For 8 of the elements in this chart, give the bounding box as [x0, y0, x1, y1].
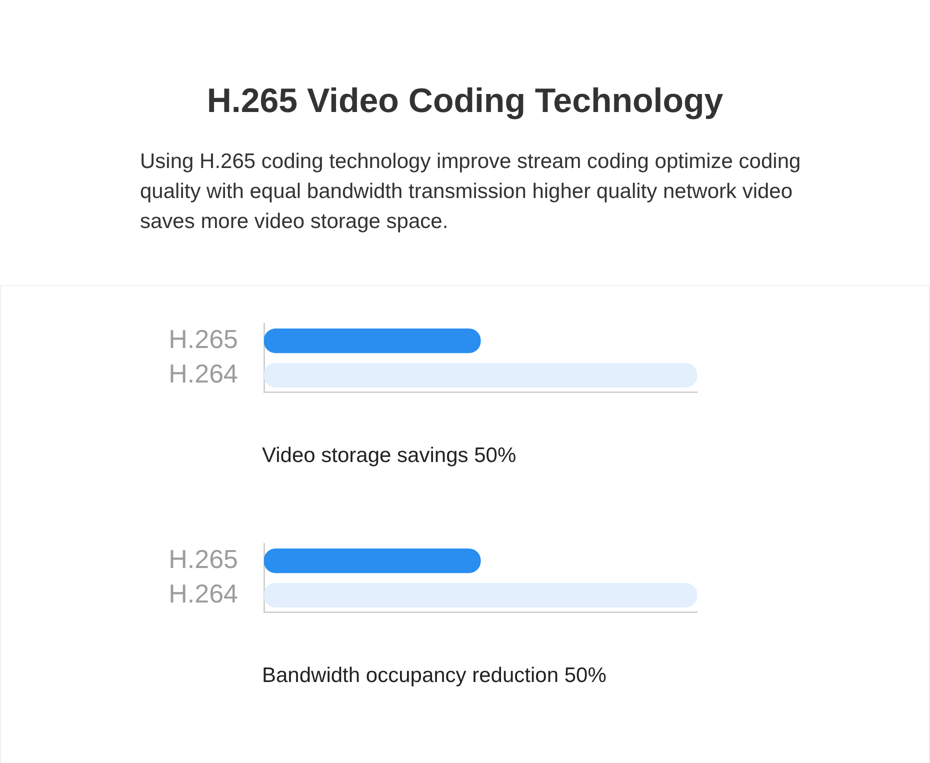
- y-tick-label: H.265: [168, 544, 238, 574]
- chart-subtitle: Using H.265 coding technology improve stream coding optimize coding quality with equal bandwidth transmission higher quality network video saves more video storage space.: [140, 149, 802, 235]
- y-tick-label: H.265: [168, 324, 238, 354]
- x-axis-title: Video storage savings 50%: [262, 444, 518, 468]
- y-tick-label: H.264: [168, 578, 238, 608]
- y-tick-label: H.264: [168, 358, 238, 388]
- chart-title: H.265 Video Coding Technology: [206, 82, 724, 121]
- x-axis-title: Bandwidth occupancy reduction 50%: [262, 664, 608, 688]
